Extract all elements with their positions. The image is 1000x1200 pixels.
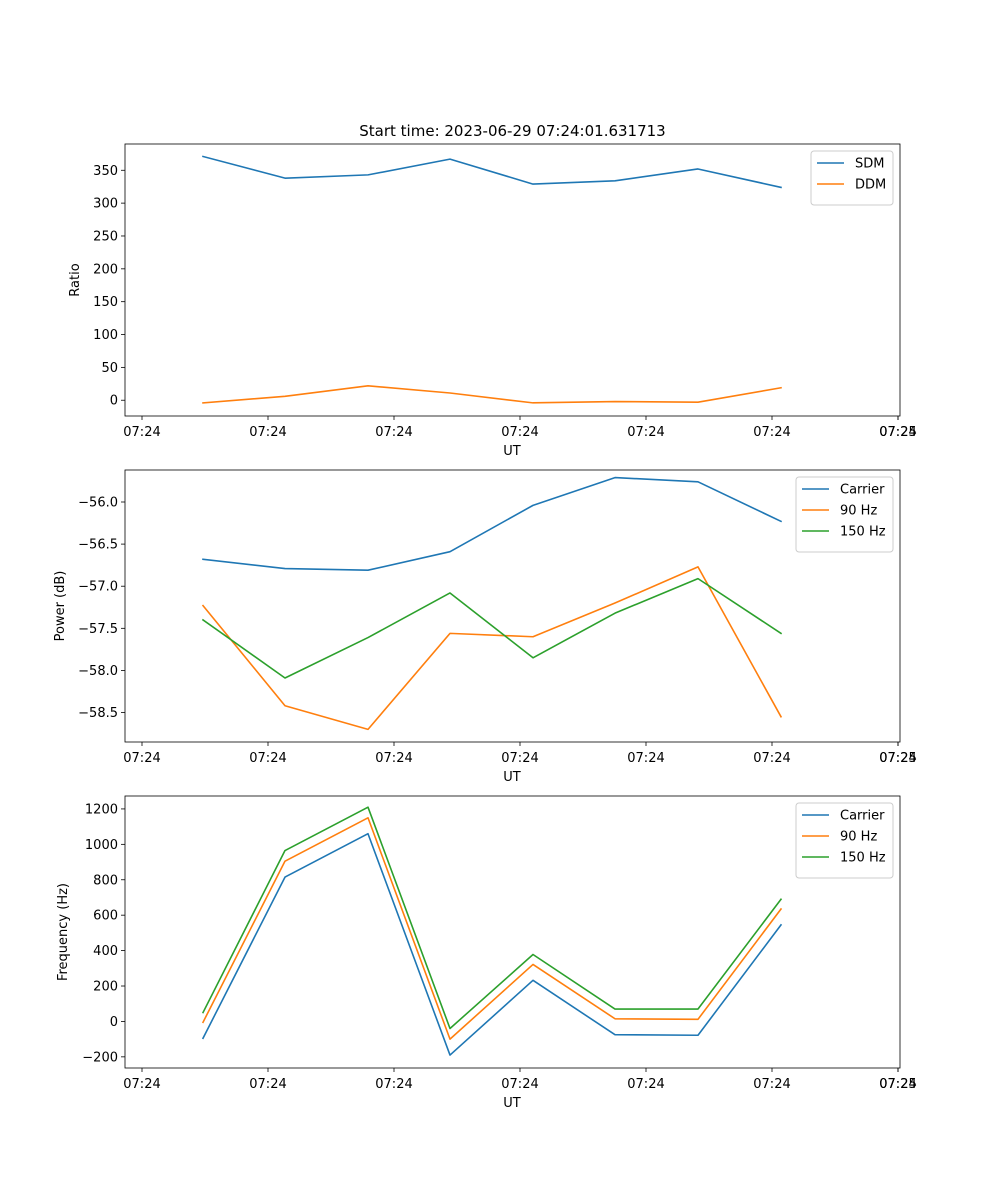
y-tick-label: −57.5	[78, 622, 118, 637]
x-tick-label: 07:24	[249, 425, 286, 440]
x-tick-label: 07:25	[879, 1077, 916, 1092]
y-tick-label: 1000	[85, 838, 118, 853]
subplot-1: 07:24 07:24 07:24 07:24 07:24 07:24 07:2407:25…	[68, 122, 917, 459]
y-tick-label: 1200	[85, 802, 118, 817]
x-tick-label: 07:24	[627, 751, 664, 766]
y-tick-label: 300	[93, 197, 118, 212]
legend-label: 150 Hz	[840, 851, 886, 866]
x-tick-label: 07:24	[879, 1077, 916, 1092]
legend: SDM DDM	[810, 150, 894, 206]
axes-frame	[124, 469, 901, 743]
legend-label: 90 Hz	[840, 504, 877, 519]
legend-label: DDM	[855, 178, 886, 193]
x-tick-label: 07:25	[879, 425, 916, 440]
x-tick-label: 07:24	[879, 425, 916, 440]
x-tick-label: 07:24	[249, 751, 286, 766]
x-tick-label: 07:24	[753, 751, 790, 766]
series-line-1	[201, 832, 783, 1056]
y-axis-label: Frequency (Hz)	[56, 883, 71, 981]
axes-frame	[124, 143, 901, 417]
x-tick-label: 07:24	[123, 751, 160, 766]
subplot-2: 07:24 07:24 07:24 07:24 07:24 07:24 07:2407:25…	[53, 469, 917, 785]
axes-frame	[124, 795, 901, 1069]
x-tick-label: 07:25	[879, 751, 916, 766]
y-tick-label: 100	[93, 328, 118, 343]
y-tick-label: −200	[82, 1050, 118, 1065]
x-tick-label: 07:24	[879, 751, 916, 766]
y-tick-label: 200	[93, 980, 118, 995]
x-tick-label: 07:24	[501, 425, 538, 440]
y-tick-label: 600	[93, 909, 118, 924]
legend: Carrier 90 Hz 150 Hz	[795, 802, 894, 879]
y-axis-label: Power (dB)	[53, 571, 68, 642]
x-axis-label: UT	[503, 1096, 521, 1111]
y-tick-label: 150	[93, 295, 118, 310]
y-tick-label: −56.0	[78, 496, 118, 511]
y-tick-label: 0	[110, 394, 118, 409]
legend-label: SDM	[855, 157, 884, 172]
x-tick-label: 07:24	[753, 1077, 790, 1092]
series-line-1	[202, 476, 783, 572]
x-axis-label: UT	[503, 770, 521, 785]
x-tick-label: 07:24	[375, 1077, 412, 1092]
x-tick-label: 07:24	[375, 425, 412, 440]
chart-title: Start time: 2023-06-29 07:24:01.631713	[359, 122, 665, 140]
y-tick-label: 50	[101, 361, 118, 376]
legend-box	[795, 476, 894, 553]
x-tick-label: 07:24	[501, 1077, 538, 1092]
x-tick-label: 07:24	[627, 425, 664, 440]
y-tick-label: 200	[93, 262, 118, 277]
x-tick-label: 07:24	[753, 425, 790, 440]
x-tick-label: 07:24	[123, 1077, 160, 1092]
x-tick-label: 07:24	[501, 751, 538, 766]
x-axis-label: UT	[503, 444, 521, 459]
legend-box	[810, 150, 894, 206]
legend-label: 150 Hz	[840, 525, 886, 540]
subplot-3: 07:24 07:24 07:24 07:24 07:24 07:24 07:2407:25…	[56, 795, 917, 1111]
series-line-3	[201, 577, 783, 679]
series-line-2	[201, 566, 783, 731]
series-line-2	[202, 384, 782, 404]
x-tick-label: 07:24	[123, 425, 160, 440]
y-tick-label: 250	[93, 229, 118, 244]
series-line-3	[201, 806, 783, 1030]
y-tick-label: 800	[93, 873, 118, 888]
y-tick-label: −56.5	[78, 538, 118, 553]
legend-label: Carrier	[840, 809, 885, 824]
y-tick-label: 350	[93, 164, 118, 179]
x-tick-label: 07:24	[249, 1077, 286, 1092]
y-tick-label: −58.5	[78, 706, 118, 721]
y-tick-label: 400	[93, 944, 118, 959]
legend: Carrier 90 Hz 150 Hz	[795, 476, 894, 553]
series-line-1	[202, 155, 782, 189]
series-line-2	[201, 816, 783, 1040]
y-tick-label: −57.0	[78, 580, 118, 595]
y-tick-label: 0	[110, 1015, 118, 1030]
y-axis-label: Ratio	[68, 263, 83, 296]
x-tick-label: 07:24	[375, 751, 412, 766]
x-tick-label: 07:24	[627, 1077, 664, 1092]
plots-container: 07:24 07:24 07:24 07:24 07:24 07:24 07:2407:25…	[53, 122, 917, 1111]
y-tick-label: −58.0	[78, 664, 118, 679]
legend-box	[795, 802, 894, 879]
legend-label: 90 Hz	[840, 830, 877, 845]
legend-label: Carrier	[840, 483, 885, 498]
